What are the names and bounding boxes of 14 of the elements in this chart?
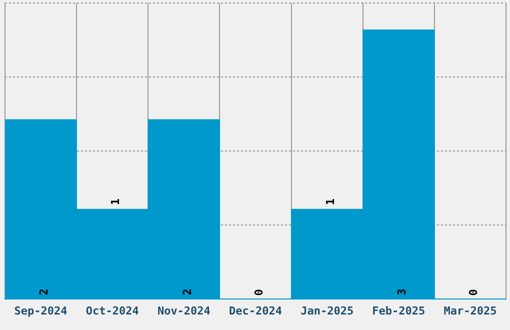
x-tick-label: Sep-2024 — [14, 304, 68, 318]
data-label: 1 — [109, 198, 122, 206]
data-label: 0 — [252, 289, 266, 296]
x-tick-label: Nov-2024 — [157, 304, 211, 318]
x-tick-label: Jan-2025 — [300, 304, 354, 318]
data-label: 2 — [180, 288, 194, 296]
data-label: 0 — [467, 289, 480, 296]
x-tick-label: Feb-2025 — [372, 304, 426, 318]
x-tick-label: Oct-2024 — [86, 304, 140, 318]
data-label: 3 — [396, 288, 408, 296]
data-label: 1 — [324, 198, 337, 206]
data-label: 2 — [38, 288, 51, 296]
x-tick-label: Mar-2025 — [444, 304, 497, 318]
x-tick-label: Dec-2024 — [229, 304, 282, 318]
